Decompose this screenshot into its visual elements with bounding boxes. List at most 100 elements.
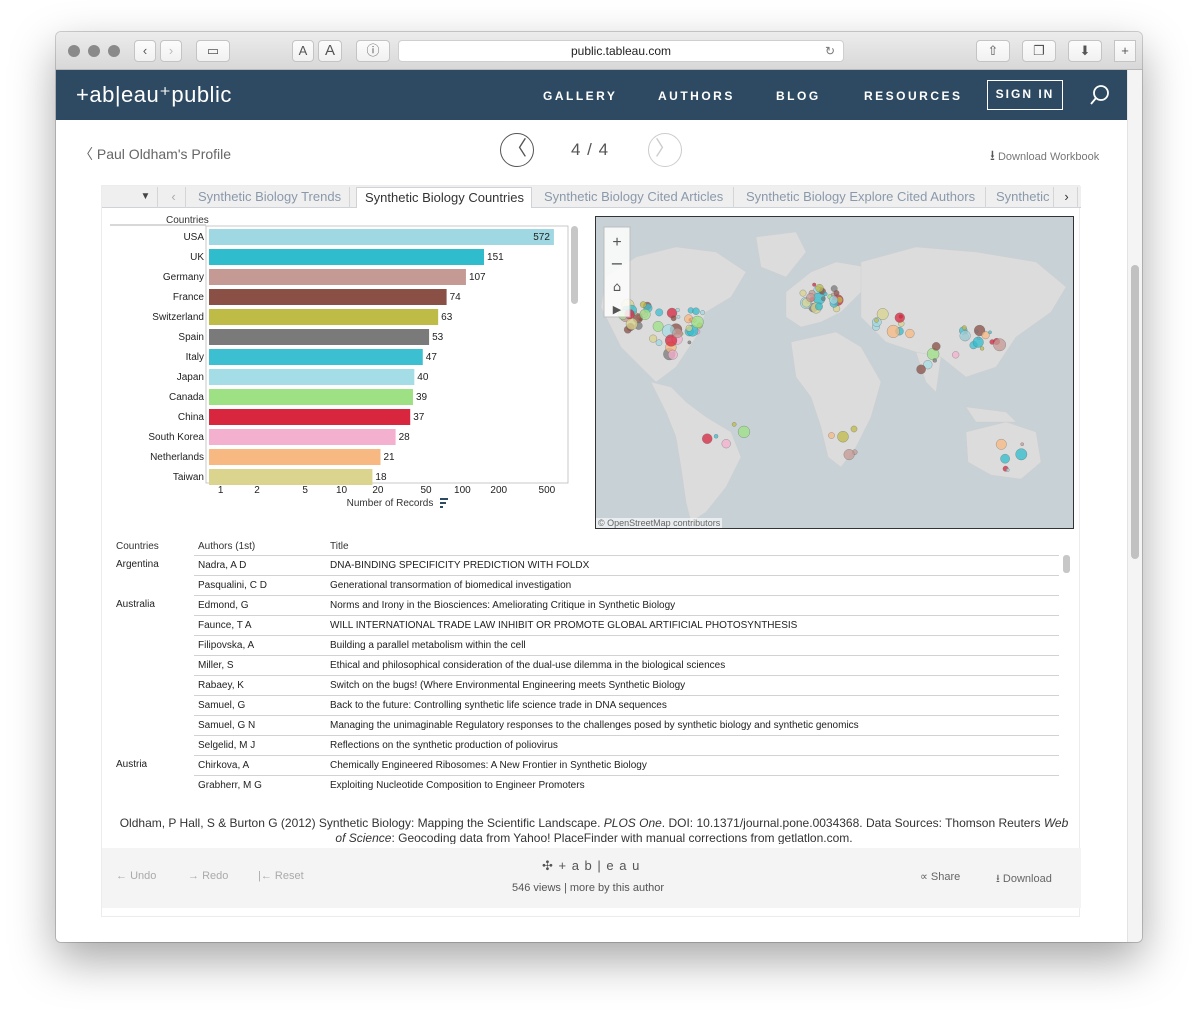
text-smaller-button[interactable]: A [292,40,314,62]
table-row[interactable]: Faunce, T A WILL INTERNATIONAL TRADE LAW … [194,615,1059,635]
map-bubble[interactable] [812,282,817,287]
bar[interactable] [209,289,447,305]
reload-icon[interactable]: ↻ [824,44,835,58]
map-bubble[interactable] [975,329,979,334]
map-bubble[interactable] [815,302,823,311]
table-row[interactable]: Nadra, A D DNA-BINDING SPECIFICITY PREDIC… [194,555,1059,575]
nav-resources[interactable]: RESOURCES [864,89,963,103]
text-larger-button[interactable]: A [318,40,342,62]
share-page-button[interactable]: ⇧ [976,40,1010,62]
map-bubble[interactable] [980,346,985,351]
tab-synthetic-biology-cited-articles[interactable]: Synthetic Biology Cited Articles [536,187,734,208]
bar[interactable] [209,449,381,465]
chart-scrollbar-thumb[interactable] [571,226,578,304]
map-bubble[interactable] [837,431,849,443]
table-row[interactable]: Edmond, G Norms and Irony in the Bioscien… [194,595,1059,615]
map-bubble[interactable] [905,328,915,339]
zoom-out-button[interactable]: − [610,254,623,273]
map-bubble[interactable] [676,315,681,319]
home-icon[interactable]: ⌂ [613,280,621,295]
map-bubble[interactable] [1006,468,1010,472]
bar[interactable] [209,349,423,365]
share-button[interactable]: ∝ Share [920,870,960,883]
tab-list-dropdown[interactable]: ▼ [134,187,158,208]
tableau-brand-logo[interactable]: ✣ + a b | e a u [542,858,640,874]
bar[interactable] [209,309,439,325]
map-bubble[interactable] [799,289,807,297]
map-bubble[interactable] [995,438,1007,450]
page-scrollbar[interactable] [1127,70,1142,942]
map-bubble[interactable] [639,308,651,320]
table-row[interactable]: Samuel, G Back to the future: Controlling… [194,695,1059,715]
table-row[interactable]: Miller, S Ethical and philosophical consi… [194,655,1059,675]
tabs-scroll-right[interactable]: › [1056,187,1078,208]
map-bubble[interactable] [850,425,858,433]
map-bubble[interactable] [665,334,678,347]
map-bubble[interactable] [981,331,990,340]
map-bubble[interactable] [894,312,905,323]
map-bubble[interactable] [700,310,706,316]
map-bubble[interactable] [639,301,647,308]
map-bubble[interactable] [670,315,677,322]
bar[interactable] [209,269,466,285]
world-map-canvas[interactable]: + − ⌂ ▶ [596,217,1074,529]
map-bubble[interactable] [1020,442,1024,446]
table-row[interactable]: Samuel, G N Managing the unimaginable Reg… [194,715,1059,735]
downloads-button[interactable]: ⬇ [1068,40,1102,62]
zoom-window-button[interactable] [108,45,120,57]
forward-button[interactable]: › [160,40,182,62]
map-bubble[interactable] [959,330,971,342]
table-row[interactable]: Selgelid, M J Reflections on the syntheti… [194,735,1059,755]
tab-synthetic-biology-explore-cited-authors[interactable]: Synthetic Biology Explore Cited Authors [738,187,986,208]
table-row[interactable]: Grabherr, M G Exploiting Nucleotide Compo… [194,775,1059,795]
page-scrollbar-thumb[interactable] [1131,265,1139,559]
map-bubble[interactable] [675,307,680,313]
redo-button[interactable]: → Redo [188,870,228,882]
back-to-profile-link[interactable]: 〈 Paul Oldham's Profile [79,144,231,164]
bar[interactable] [209,249,485,265]
map-bubble[interactable] [625,317,638,330]
map-bubble[interactable] [876,308,889,320]
bar[interactable] [209,369,415,385]
map-bubble[interactable] [833,290,840,296]
map-bubble[interactable] [874,318,879,323]
tabs-overview-button[interactable]: ❐ [1022,40,1056,62]
table-row[interactable]: Filipovska, A Building a parallel metabol… [194,635,1059,655]
view-count[interactable]: 546 views | more by this author [512,882,665,894]
map-bubble[interactable] [931,342,941,351]
map-bubble[interactable] [829,295,838,305]
sort-icon[interactable] [440,498,448,508]
map-bubble[interactable] [988,330,992,335]
tabs-scroll-left[interactable]: ‹ [162,187,186,208]
sign-in-button[interactable]: SIGN IN [987,80,1063,110]
nav-blog[interactable]: BLOG [776,89,821,103]
map-bubble[interactable] [655,339,663,346]
map-bubble[interactable] [1015,448,1028,461]
map-bubble[interactable] [993,338,1006,352]
world-map[interactable]: + − ⌂ ▶ © OpenStreetMap contributors [595,216,1074,529]
map-bubble[interactable] [823,291,828,297]
map-bubble[interactable] [923,360,933,370]
bar[interactable] [209,329,430,345]
country-cell[interactable]: Austria [116,759,148,770]
map-bubble[interactable] [667,349,678,360]
map-bubble[interactable] [828,432,835,439]
map-bubble[interactable] [886,324,900,338]
map-zoom-controls[interactable]: + − ⌂ ▶ [603,226,631,318]
zoom-in-button[interactable]: + [612,234,621,251]
tab-synthetic-biology-countries[interactable]: Synthetic Biology Countries [356,187,532,208]
map-bubble[interactable] [692,307,700,315]
new-tab-button[interactable]: + [1114,40,1136,62]
map-bubble[interactable] [685,324,693,332]
map-bubble[interactable] [815,284,824,293]
table-row[interactable]: Chirkova, A Chemically Engineered Ribosom… [194,755,1059,775]
next-viz-button[interactable]: 〉 [648,133,682,167]
map-bubble[interactable] [821,296,826,301]
nav-gallery[interactable]: GALLERY [543,89,618,103]
back-button[interactable]: ‹ [134,40,156,62]
tableau-public-logo[interactable]: +ab|eau⁺public [76,82,232,107]
bar[interactable] [209,409,411,425]
map-bubble[interactable] [843,449,855,461]
bar[interactable] [209,429,396,445]
map-bubble[interactable] [972,336,984,348]
